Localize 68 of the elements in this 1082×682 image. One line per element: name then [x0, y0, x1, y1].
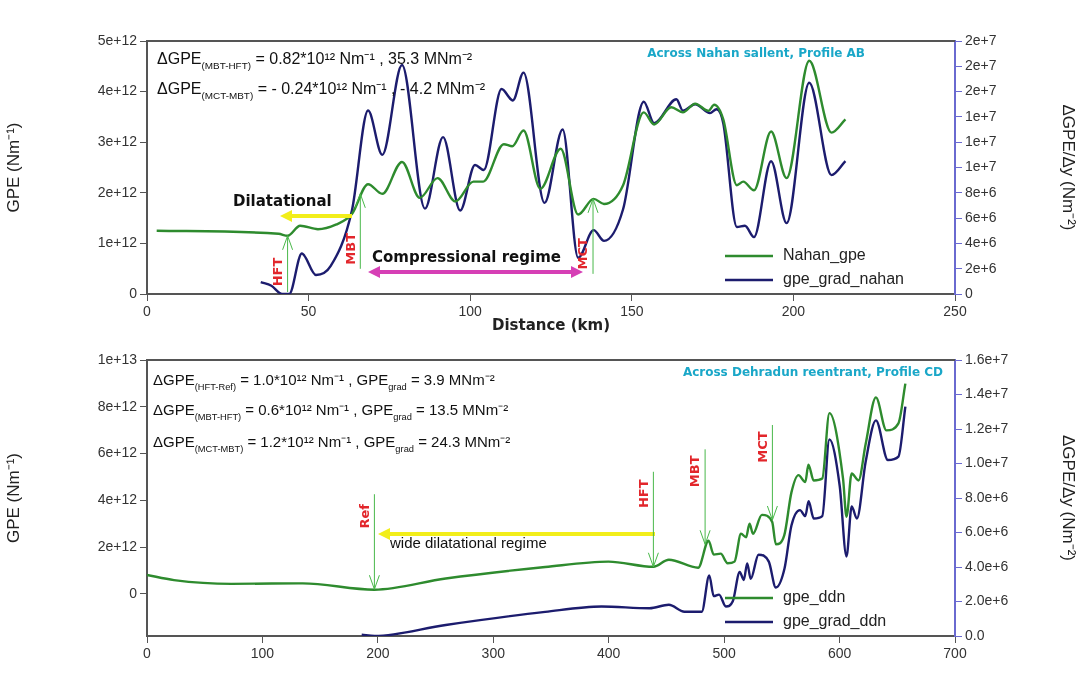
y2-tick-label: 4.0e+6 [965, 557, 1009, 574]
legend-label: Nahan_gpe [783, 246, 866, 265]
y-axis-title: GPE (Nm⁻¹) [3, 452, 23, 544]
legend-label: gpe_ddn [783, 588, 846, 607]
x-tick-label: 600 [827, 645, 852, 662]
y-tick-label: 1e+13 [97, 350, 138, 367]
y2-axis-title: ΔGPE/Δy (Nm⁻²) [1059, 435, 1079, 561]
x-tick-label: 0 [143, 645, 152, 662]
legend-label: gpe_grad_ddn [783, 612, 887, 631]
y2-tick-label: 8.0e+6 [965, 488, 1009, 505]
chart-title: Across Nahan sallent, Profile AB [647, 46, 865, 60]
y-tick-label: 4e+12 [97, 82, 138, 99]
annotation: Compressional regime [372, 248, 561, 266]
annotation: Ref [356, 503, 372, 529]
y2-tick-label: 1e+7 [965, 133, 997, 150]
annotation: MBT [342, 232, 358, 265]
annotation: Dilatational [233, 192, 332, 210]
text: Across Dehradun reentrant, Profile CD [682, 365, 944, 379]
y-tick-label: 8e+12 [97, 397, 138, 414]
y2-tick-label: 2e+7 [965, 31, 997, 48]
y2-tick-label: 2.0e+6 [965, 592, 1009, 609]
x-tick-label: 200 [781, 303, 806, 320]
y2-tick-label: 0.0 [965, 626, 985, 643]
y2-tick-label: 8e+6 [965, 183, 997, 200]
legend-label: gpe_grad_nahan [783, 270, 905, 289]
x-tick-label: 50 [300, 303, 317, 320]
y2-tick-label: 1.2e+7 [965, 419, 1009, 436]
y2-tick-label: 1e+7 [965, 107, 997, 124]
x-axis-title: Distance (km) [491, 315, 611, 334]
line-series [360, 405, 907, 636]
y-tick-label: 2e+12 [97, 183, 138, 200]
y2-axis-title: ΔGPE/Δy (Nm⁻²) [1059, 104, 1079, 231]
y-tick-label: 2e+12 [97, 537, 138, 554]
y-tick-label: 4e+12 [97, 491, 138, 508]
y-tick-label: 0 [129, 284, 138, 301]
x-tick-label: 400 [597, 645, 621, 662]
x-tick-label: 0 [143, 303, 152, 320]
x-tick-label: 150 [620, 303, 644, 320]
y-tick-label: 5e+12 [97, 31, 138, 48]
x-tick-label: 300 [481, 645, 506, 662]
x-tick-label: 500 [712, 645, 737, 662]
x-tick-label: 700 [943, 645, 967, 662]
y2-tick-label: 1.4e+7 [965, 385, 1009, 402]
x-tick-label: 100 [250, 645, 275, 662]
y2-tick-label: 1.6e+7 [965, 350, 1009, 367]
x-tick-label: 100 [458, 303, 483, 320]
y2-tick-label: 6e+6 [965, 208, 997, 225]
annotation: HFT [635, 479, 651, 509]
y2-tick-label: 2e+6 [965, 259, 997, 276]
annotation: MBT [687, 455, 703, 488]
y-tick-label: 1e+12 [97, 234, 138, 251]
annotation: HFT [269, 257, 285, 287]
y2-tick-label: 2e+7 [965, 82, 997, 99]
annotation: MCT [575, 238, 591, 270]
x-tick-label: 250 [943, 303, 967, 320]
y2-tick-label: 6.0e+6 [965, 523, 1009, 540]
y-tick-label: 6e+12 [97, 444, 138, 461]
y2-tick-label: 0 [965, 284, 973, 301]
y-axis-title: GPE (Nm⁻¹) [3, 122, 23, 213]
y2-tick-label: 1e+7 [965, 158, 997, 175]
y2-tick-label: 2e+7 [965, 57, 997, 74]
y-tick-label: 3e+12 [97, 133, 138, 150]
y2-tick-label: 4e+6 [965, 234, 997, 251]
y-tick-label: 0 [129, 584, 138, 601]
annotation: wide dilatational regime [389, 534, 547, 551]
y2-tick-label: 1.0e+7 [965, 454, 1009, 471]
x-tick-label: 200 [366, 645, 390, 662]
annotation: MCT [754, 431, 770, 463]
